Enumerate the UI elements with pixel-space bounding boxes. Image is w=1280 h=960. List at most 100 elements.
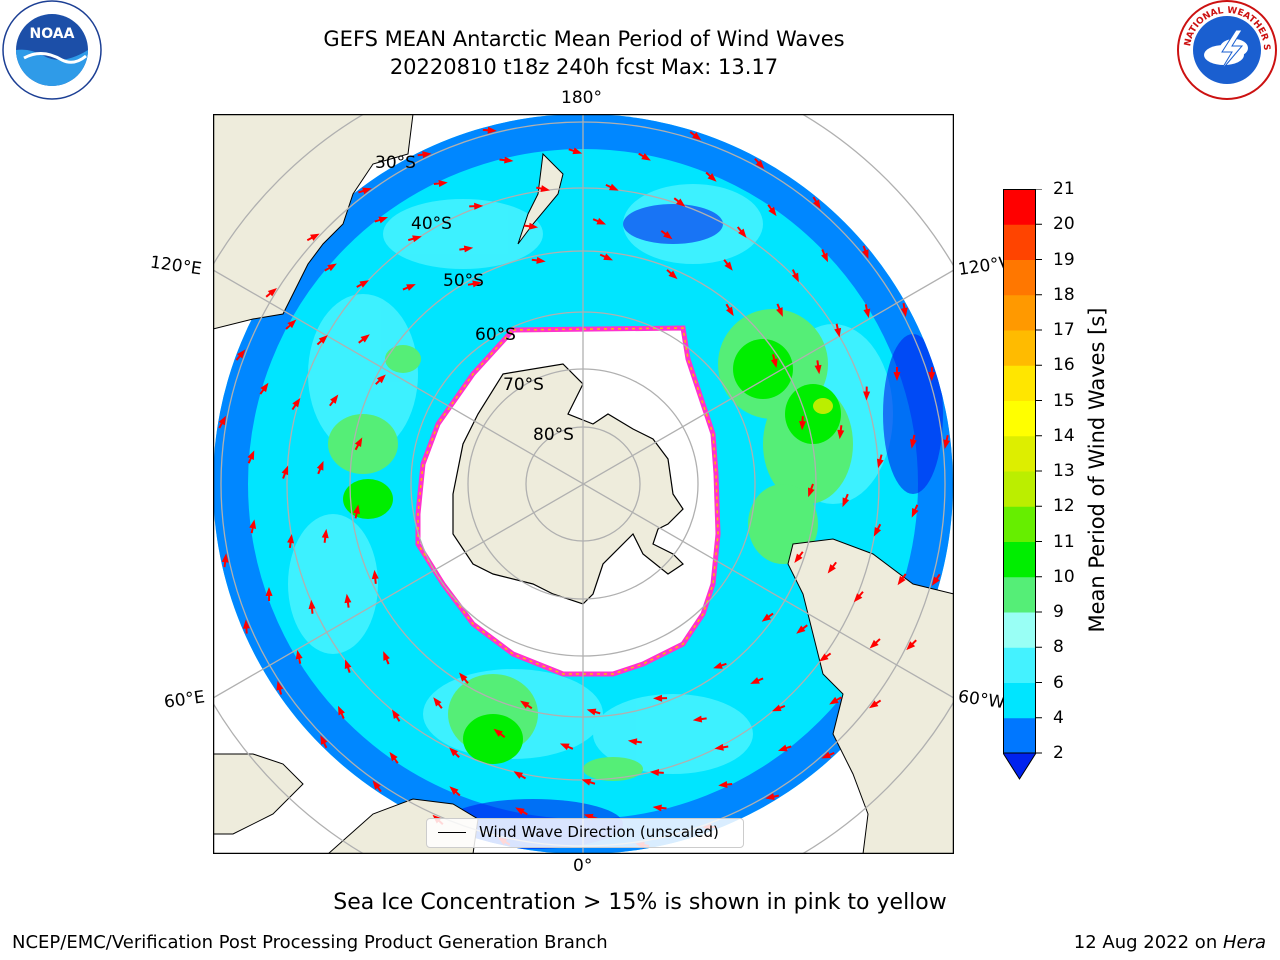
lon-label-120e: 120°E — [148, 252, 203, 280]
map-title: GEFS MEAN Antarctic Mean Period of Wind … — [323, 27, 845, 51]
wave-direction-arrowhead — [814, 364, 822, 375]
wave-direction-arrowhead — [449, 747, 459, 757]
wave-direction-arrowhead — [718, 781, 728, 789]
wave-direction-arrowhead — [853, 593, 863, 603]
lon-label-0: 0° — [573, 856, 593, 876]
wave-direction-arrowhead — [360, 334, 370, 343]
colorbar-tick-label: 2 — [1053, 743, 1064, 763]
colorbar-tick-label: 16 — [1053, 355, 1075, 376]
colorbar-tick-label: 12 — [1053, 496, 1075, 517]
wave-direction-arrowhead — [834, 327, 842, 338]
wave-direction-arrowhead — [412, 235, 422, 243]
noaa-logo: NOAA — [2, 0, 102, 100]
lat-label-60s: 60°S — [475, 325, 516, 345]
wave-direction-arrowhead — [827, 564, 836, 574]
colorbar-band — [1003, 435, 1036, 472]
polar-map-canvas: 30°S 40°S 50°S 60°S 70°S 80°S — [213, 114, 954, 854]
colorbar-band — [1003, 471, 1036, 507]
nws-logo: NATIONAL WEATHER SERVICE — [1176, 0, 1277, 100]
wave-direction-arrowhead — [260, 382, 269, 393]
colorbar-tick-label: 18 — [1053, 284, 1075, 305]
wave-direction-arrowhead — [863, 391, 871, 401]
wave-direction-arrowhead — [247, 450, 255, 460]
colorbar-band — [1003, 506, 1036, 542]
wave-direction-arrowhead — [371, 569, 379, 580]
wave-direction-arrowhead — [330, 394, 339, 404]
wave-direction-arrowhead — [362, 187, 372, 195]
wave-direction-arrowhead — [794, 553, 803, 563]
wave-direction-arrowhead — [308, 599, 316, 610]
wave-direction-arrowhead — [819, 653, 829, 662]
lat-label-30s: 30°S — [375, 153, 416, 173]
wave-direction-arrowhead — [383, 651, 390, 661]
colorbar-tick-label: 15 — [1053, 390, 1075, 411]
map-subtitle-forecast: 20220810 t18z 240h fcst Max: 13.17 — [389, 55, 779, 79]
wave-direction-arrowhead — [649, 769, 660, 777]
wave-direction-arrowhead — [292, 397, 301, 408]
wave-direction-arrowhead — [459, 672, 468, 682]
wave-direction-arrowhead — [316, 460, 324, 471]
lon-label-60e: 60°E — [162, 687, 207, 713]
lat-label-40s: 40°S — [411, 214, 452, 234]
wave-direction-arrowhead — [372, 780, 381, 790]
colorbar-tick-label: 14 — [1053, 425, 1075, 446]
wave-direction-arrowhead — [943, 439, 951, 449]
wave-direction-arrowhead — [295, 649, 303, 660]
wave-direction-arrowhead — [768, 206, 777, 217]
colorbar-band — [1003, 365, 1036, 401]
wave-direction-arrowhead — [528, 222, 539, 230]
wave-direction-arrowhead — [389, 751, 398, 762]
wave-direction-arrowhead — [776, 307, 783, 317]
colorbar-band — [1003, 541, 1036, 578]
latitude-labels: 30°S 40°S 50°S 60°S 70°S 80°S — [375, 153, 574, 445]
wave-direction-arrowhead — [726, 306, 734, 317]
wave-direction-arrowhead — [276, 680, 284, 691]
wave-direction-arrowhead — [900, 307, 908, 318]
wave-direction-arrowhead — [603, 253, 613, 261]
wave-direction-arrowhead — [265, 586, 273, 596]
footer-date-text: 12 Aug 2022 on — [1073, 932, 1223, 953]
wave-direction-arrowhead — [837, 429, 845, 440]
wave-direction-arrowhead — [652, 804, 662, 812]
colorbar-band — [1003, 647, 1036, 683]
antarctica-landmass — [452, 363, 684, 605]
map-legend: Wind Wave Direction (unscaled) — [426, 818, 744, 848]
wave-direction-arrowhead — [692, 715, 703, 723]
wave-direction-arrowhead — [281, 465, 289, 476]
wave-direction-arrowhead — [504, 156, 514, 164]
colorbar-tick-label: 19 — [1053, 249, 1075, 270]
graticule — [213, 114, 954, 854]
wave-direction-arrowhead — [861, 249, 869, 259]
wave-direction-arrowhead — [821, 252, 828, 263]
wave-direction-arrowhead — [493, 728, 503, 737]
lon-label-180: 180° — [561, 88, 602, 108]
colorbar-tick-label: 11 — [1053, 531, 1075, 552]
wave-direction-arrowhead — [609, 183, 619, 191]
wave-direction-arrowhead — [359, 280, 369, 288]
colorbar-band — [1003, 400, 1036, 437]
colorbar-band — [1003, 259, 1036, 296]
wave-direction-arrowhead — [378, 216, 389, 224]
wave-direction-arrowhead — [586, 708, 597, 716]
wave-direction-arrowhead — [463, 245, 474, 253]
wave-direction-arrowhead — [750, 677, 760, 684]
wave-direction-arrowhead — [422, 151, 432, 159]
colorbar-tick-label: 20 — [1053, 214, 1075, 235]
wave-direction-arrowhead — [873, 527, 882, 537]
wave-direction-arrowhead — [472, 280, 482, 288]
wave-direction-arrowhead — [911, 508, 919, 518]
legend-label: Wind Wave Direction (unscaled) — [479, 823, 719, 841]
wave-direction-arrowhead — [449, 786, 459, 795]
wave-direction-arrowhead — [267, 287, 277, 297]
colorbar-band — [1003, 682, 1036, 719]
wave-direction-arrowhead — [433, 697, 442, 707]
wave-direction-arrowhead — [770, 358, 778, 369]
wave-direction-arrowhead — [513, 771, 524, 779]
wave-direction-arrowhead — [438, 179, 448, 187]
colorbar-tick-label: 8 — [1053, 637, 1064, 658]
lon-label-60w: 60°W — [956, 686, 1007, 714]
colorbar-band — [1003, 330, 1036, 366]
wave-direction-arrowhead — [692, 132, 702, 141]
wave-direction-arrowhead — [536, 256, 546, 264]
wave-direction-arrowhead — [897, 575, 906, 586]
